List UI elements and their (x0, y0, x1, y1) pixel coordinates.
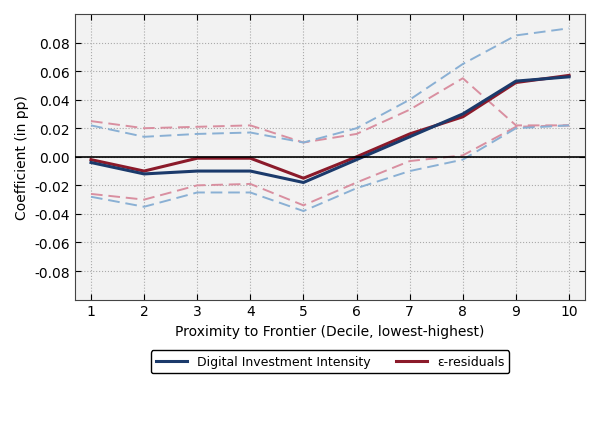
Line: ε-residuals: ε-residuals (91, 76, 569, 179)
Digital Investment Intensity (194, 169, 201, 174)
ε-residuals (459, 115, 466, 120)
ε-residuals (512, 81, 520, 86)
Digital Investment Intensity (300, 181, 307, 186)
Line: Digital Investment Intensity: Digital Investment Intensity (91, 78, 569, 183)
Legend: Digital Investment Intensity, ε-residuals: Digital Investment Intensity, ε-residual… (151, 351, 509, 374)
Digital Investment Intensity (247, 169, 254, 174)
ε-residuals (565, 74, 572, 79)
ε-residuals (140, 169, 148, 174)
ε-residuals (406, 132, 413, 137)
Digital Investment Intensity (512, 79, 520, 84)
ε-residuals (247, 156, 254, 161)
ε-residuals (353, 155, 360, 160)
ε-residuals (300, 176, 307, 181)
Digital Investment Intensity (406, 135, 413, 140)
ε-residuals (88, 158, 95, 163)
Digital Investment Intensity (140, 172, 148, 177)
Y-axis label: Coefficient (in pp): Coefficient (in pp) (15, 95, 29, 220)
Digital Investment Intensity (353, 158, 360, 163)
Digital Investment Intensity (565, 75, 572, 80)
Digital Investment Intensity (88, 161, 95, 166)
Digital Investment Intensity (459, 112, 466, 117)
X-axis label: Proximity to Frontier (Decile, lowest-highest): Proximity to Frontier (Decile, lowest-hi… (175, 324, 485, 338)
ε-residuals (194, 156, 201, 161)
